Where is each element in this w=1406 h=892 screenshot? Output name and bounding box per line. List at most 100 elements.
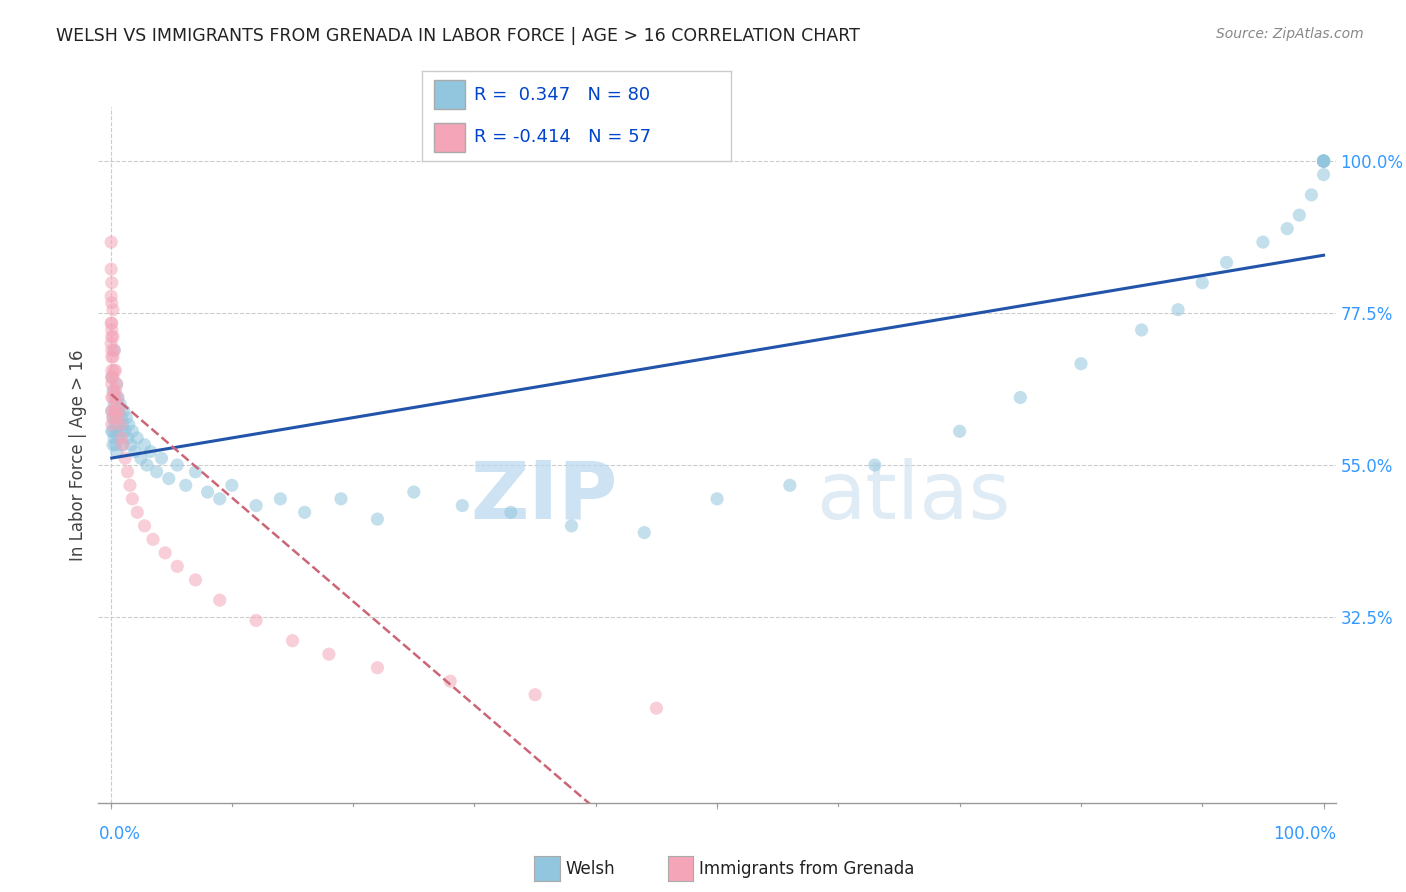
Point	[1288, 208, 1310, 222]
Point	[281, 633, 304, 648]
Point	[197, 485, 219, 500]
Point	[120, 438, 142, 452]
Point	[245, 614, 267, 628]
Point	[269, 491, 291, 506]
Point	[1010, 391, 1032, 405]
Point	[100, 370, 122, 384]
Point	[633, 525, 655, 540]
Point	[103, 343, 125, 358]
Point	[1312, 154, 1334, 169]
Text: R =  0.347   N = 80: R = 0.347 N = 80	[474, 86, 651, 103]
Point	[166, 458, 188, 472]
Text: Immigrants from Grenada: Immigrants from Grenada	[699, 860, 914, 878]
Point	[1251, 235, 1274, 249]
Point	[118, 478, 141, 492]
Point	[104, 391, 127, 405]
Point	[184, 465, 207, 479]
Point	[100, 323, 122, 337]
Point	[105, 444, 128, 458]
Point	[174, 478, 197, 492]
Point	[107, 391, 129, 405]
Point	[110, 417, 132, 432]
Point	[104, 384, 127, 398]
Point	[100, 316, 122, 330]
Point	[101, 424, 124, 438]
Point	[366, 512, 388, 526]
Point	[103, 404, 125, 418]
Point	[1312, 154, 1334, 169]
Bar	[434, 80, 465, 109]
Point	[127, 431, 149, 445]
Text: Welsh: Welsh	[565, 860, 614, 878]
Point	[153, 546, 176, 560]
Point	[111, 438, 134, 452]
Point	[134, 438, 156, 452]
Point	[104, 438, 127, 452]
Point	[366, 661, 388, 675]
Point	[107, 417, 129, 432]
Point	[118, 417, 141, 432]
Point	[101, 370, 124, 384]
Point	[1312, 154, 1334, 169]
Y-axis label: In Labor Force | Age > 16: In Labor Force | Age > 16	[69, 349, 87, 561]
Point	[103, 417, 125, 432]
Point	[134, 519, 156, 533]
Point	[100, 424, 122, 438]
Point	[645, 701, 668, 715]
Point	[100, 336, 122, 351]
Point	[110, 410, 132, 425]
Point	[104, 363, 127, 377]
Point	[157, 472, 180, 486]
Point	[110, 397, 132, 411]
Point	[129, 451, 152, 466]
Point	[104, 404, 127, 418]
Point	[103, 384, 125, 398]
Point	[101, 384, 124, 398]
Text: ZIP: ZIP	[471, 458, 619, 536]
Point	[150, 451, 173, 466]
Point	[100, 363, 122, 377]
Point	[1191, 276, 1213, 290]
Point	[100, 262, 122, 277]
Point	[100, 376, 122, 391]
Point	[101, 391, 124, 405]
Point	[166, 559, 188, 574]
Point	[100, 289, 122, 303]
Point	[1215, 255, 1237, 269]
Point	[100, 329, 122, 343]
Point	[112, 404, 135, 418]
Point	[101, 410, 124, 425]
Point	[114, 451, 136, 466]
Point	[1301, 187, 1323, 202]
Point	[101, 350, 124, 364]
Point	[1130, 323, 1153, 337]
Point	[145, 465, 167, 479]
Point	[208, 491, 231, 506]
Point	[124, 444, 146, 458]
Point	[100, 404, 122, 418]
Point	[100, 350, 122, 364]
Point	[108, 404, 131, 418]
Point	[103, 397, 125, 411]
Point	[108, 431, 131, 445]
Point	[105, 376, 128, 391]
Point	[294, 505, 316, 519]
Point	[1167, 302, 1189, 317]
Point	[103, 343, 125, 358]
Point	[100, 316, 122, 330]
Point	[103, 431, 125, 445]
Point	[101, 329, 124, 343]
Text: 0.0%: 0.0%	[98, 825, 141, 843]
Text: atlas: atlas	[815, 458, 1011, 536]
Point	[107, 391, 129, 405]
Point	[451, 499, 474, 513]
Point	[208, 593, 231, 607]
Point	[863, 458, 886, 472]
Point	[101, 302, 124, 317]
Point	[100, 343, 122, 358]
Point	[1275, 221, 1298, 235]
Text: Source: ZipAtlas.com: Source: ZipAtlas.com	[1216, 27, 1364, 41]
Point	[139, 444, 162, 458]
Point	[330, 491, 353, 506]
Point	[499, 505, 522, 519]
